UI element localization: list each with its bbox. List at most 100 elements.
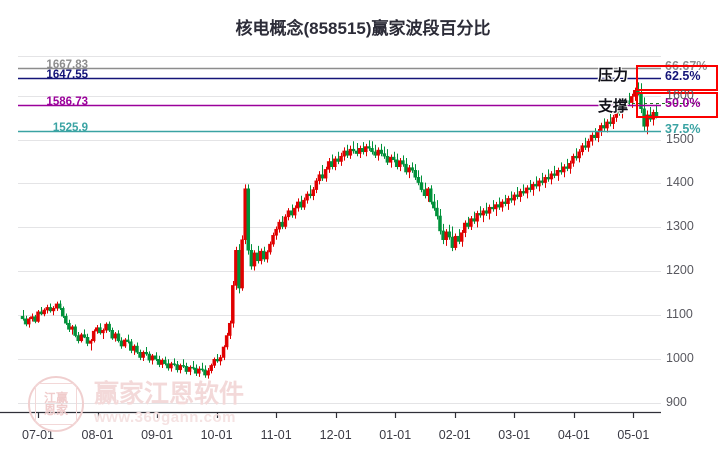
candle-body: [320, 174, 325, 179]
x-tick-label: 11-01: [260, 428, 292, 442]
candle-body: [292, 207, 297, 216]
candle-body: [441, 230, 445, 240]
candle-body: [138, 351, 142, 358]
candle-body: [487, 206, 492, 214]
candle-body: [212, 359, 217, 366]
candle-body: [206, 370, 210, 376]
x-tick-label: 02-01: [438, 428, 471, 442]
candle-body: [497, 204, 501, 208]
candle-body: [132, 345, 136, 351]
x-tick-label: 04-01: [557, 428, 590, 442]
candle-body: [317, 174, 322, 182]
candle-body: [450, 236, 455, 248]
candle-body: [67, 322, 71, 330]
candle-body: [85, 337, 90, 344]
candle-body: [237, 250, 241, 289]
candle-body: [311, 189, 315, 197]
candle-body: [367, 146, 371, 149]
candle-body: [404, 163, 408, 173]
candle-body: [227, 322, 232, 336]
price-label-level-50-0: 1586.73: [46, 96, 88, 108]
candle-body: [605, 121, 609, 129]
candle-body: [178, 365, 182, 371]
candle-body: [330, 161, 334, 168]
candle-body: [481, 210, 486, 216]
candle-body: [45, 307, 50, 311]
candle-body: [583, 145, 588, 148]
candle-body: [255, 252, 260, 262]
candle-body: [475, 213, 479, 222]
candle-body: [51, 308, 56, 312]
y-tick-label: 1500: [666, 132, 694, 146]
candle-body: [589, 134, 594, 142]
candle-body: [382, 153, 387, 157]
candle-body: [187, 366, 192, 372]
candle-body: [33, 316, 37, 322]
candle-body: [274, 228, 278, 236]
candle-body: [428, 188, 433, 203]
candle-body: [107, 323, 111, 331]
candle-body: [277, 221, 281, 230]
candle-body: [515, 194, 520, 197]
candle-body: [20, 315, 25, 320]
candle-body: [156, 359, 161, 365]
candle-body: [410, 167, 414, 171]
candle-body: [101, 330, 105, 334]
candle-body: [302, 199, 306, 208]
x-tick-label: 12-01: [319, 428, 352, 442]
candle-body: [135, 345, 139, 353]
candle-body: [308, 193, 312, 197]
candle-body: [249, 250, 254, 267]
candle-body: [561, 166, 566, 173]
annotation-support: 支撑: [598, 98, 629, 115]
x-tick-label: 03-01: [498, 428, 531, 442]
candle-body: [354, 150, 359, 154]
candle-body: [552, 173, 557, 176]
candle-body: [144, 351, 148, 355]
candle-body: [385, 155, 390, 163]
candle-body: [537, 180, 541, 187]
candle-body: [129, 341, 133, 351]
candle-body: [376, 149, 380, 156]
candle-body: [599, 125, 603, 132]
candle-body: [565, 166, 569, 169]
candle-body: [326, 161, 331, 170]
candle-body: [268, 243, 272, 253]
x-tick-label: 05-01: [617, 428, 650, 442]
percent-label-level-50-0: 50.0%: [665, 96, 701, 110]
candle-body: [339, 155, 343, 162]
candle-body: [620, 106, 625, 114]
candle-body: [243, 188, 247, 240]
candle-body: [348, 148, 353, 156]
candle-body: [370, 148, 374, 153]
candle-body: [64, 315, 68, 324]
candle-body: [425, 188, 430, 197]
x-tick-label: 09-01: [141, 428, 174, 442]
candle-body: [521, 191, 526, 194]
candle-body: [571, 155, 575, 164]
candle-body: [36, 311, 40, 322]
candle-body: [169, 363, 173, 369]
candle-body: [432, 201, 436, 209]
candle-body: [305, 193, 309, 201]
y-tick-label: 900: [666, 395, 687, 409]
candle-body: [246, 188, 251, 251]
candle-body: [258, 250, 263, 262]
candle-body: [512, 194, 516, 201]
candle-body: [280, 221, 285, 227]
candle-body: [175, 364, 179, 371]
price-label-level-66-67: 1667.83: [46, 59, 88, 71]
candle-body: [110, 330, 114, 339]
candle-body: [224, 335, 229, 348]
candle-body: [91, 330, 96, 342]
y-tick-label: 1200: [666, 263, 694, 277]
candle-body: [531, 184, 535, 190]
candle-body: [391, 156, 396, 160]
candle-body: [364, 146, 368, 153]
candle-body: [153, 355, 158, 360]
candle-body: [184, 366, 189, 372]
candle-body: [119, 340, 124, 347]
candle-body: [580, 145, 584, 153]
candle-body: [54, 303, 59, 309]
candle-body: [490, 206, 495, 210]
